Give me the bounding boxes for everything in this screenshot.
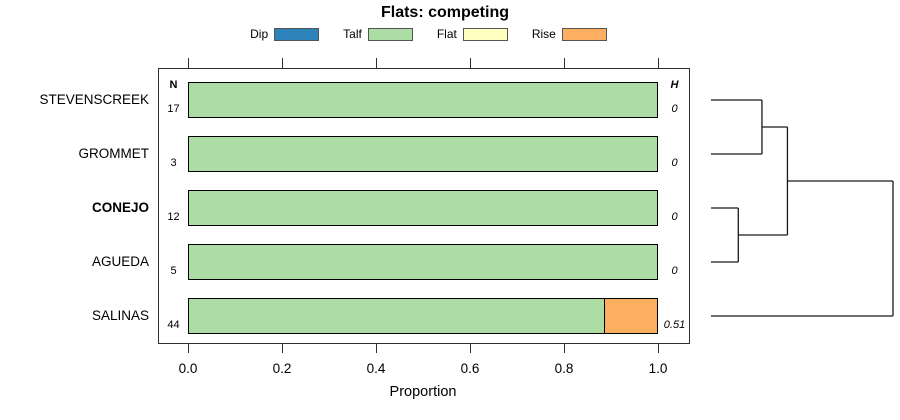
x-tick-top xyxy=(376,58,377,68)
n-column-header: N xyxy=(169,79,178,91)
h-value: 0.51 xyxy=(663,319,686,331)
row-label-grommet: GROMMET xyxy=(78,146,150,161)
x-tick-bottom xyxy=(188,344,189,353)
row-label-agueda: AGUEDA xyxy=(91,254,149,269)
x-tick-top xyxy=(470,58,471,68)
x-tick-top xyxy=(658,58,659,68)
legend-label-dip: Dip xyxy=(250,27,269,41)
legend: Dip Talf Flat Rise xyxy=(0,26,857,42)
bar-agueda xyxy=(188,244,658,280)
n-value: 44 xyxy=(167,319,180,331)
legend-label-talf: Talf xyxy=(343,27,362,41)
x-tick-top xyxy=(188,58,189,68)
bar-segment-talf xyxy=(189,245,657,279)
h-value: 0 xyxy=(671,211,678,223)
plot-area: N H 17 3 12 5 44 0 0 0 0 0.51 xyxy=(158,68,690,344)
bar-segment-rise xyxy=(603,299,657,333)
x-tick-label: 0.0 xyxy=(178,361,198,376)
n-value: 17 xyxy=(167,103,180,115)
x-tick-bottom xyxy=(376,344,377,353)
bar-stevenscreek xyxy=(188,82,658,118)
x-tick-label: 0.2 xyxy=(272,361,292,376)
legend-swatch-dip xyxy=(274,27,320,41)
x-tick-label: 0.6 xyxy=(460,361,480,376)
legend-item-dip: Dip xyxy=(250,27,320,41)
bar-grommet xyxy=(188,136,658,172)
legend-item-rise: Rise xyxy=(532,27,607,41)
bar-salinas xyxy=(188,298,658,334)
n-value: 12 xyxy=(167,211,180,223)
legend-item-flat: Flat xyxy=(437,27,508,41)
legend-swatch-talf xyxy=(367,27,413,41)
x-tick-bottom xyxy=(564,344,565,353)
h-value: 0 xyxy=(671,265,678,277)
dendrogram xyxy=(711,99,894,317)
x-tick-label: 0.8 xyxy=(554,361,574,376)
x-axis-label: Proportion xyxy=(389,384,457,400)
x-tick-bottom xyxy=(470,344,471,353)
bar-segment-talf xyxy=(189,137,657,171)
h-column-header: H xyxy=(670,79,679,91)
legend-item-talf: Talf xyxy=(343,27,413,41)
x-tick-label: 0.4 xyxy=(366,361,386,376)
x-tick-label: 1.0 xyxy=(648,361,668,376)
row-label-stevenscreek: STEVENSCREEK xyxy=(39,92,149,107)
bar-segment-talf xyxy=(189,299,604,333)
legend-swatch-flat xyxy=(462,27,508,41)
legend-label-flat: Flat xyxy=(436,27,457,41)
bar-segment-talf xyxy=(189,83,657,117)
n-value: 3 xyxy=(170,157,177,169)
x-tick-bottom xyxy=(658,344,659,353)
h-value: 0 xyxy=(671,103,678,115)
row-label-salinas: SALINAS xyxy=(91,308,149,323)
legend-swatch-rise xyxy=(561,27,607,41)
x-tick-top xyxy=(282,58,283,68)
n-value: 5 xyxy=(170,265,177,277)
row-label-conejo: CONEJO xyxy=(91,200,149,215)
legend-label-rise: Rise xyxy=(531,27,556,41)
h-value: 0 xyxy=(671,157,678,169)
bar-conejo xyxy=(188,190,658,226)
chart-title: Flats: competing xyxy=(380,4,509,21)
x-tick-bottom xyxy=(282,344,283,353)
bar-segment-talf xyxy=(189,191,657,225)
x-tick-top xyxy=(564,58,565,68)
